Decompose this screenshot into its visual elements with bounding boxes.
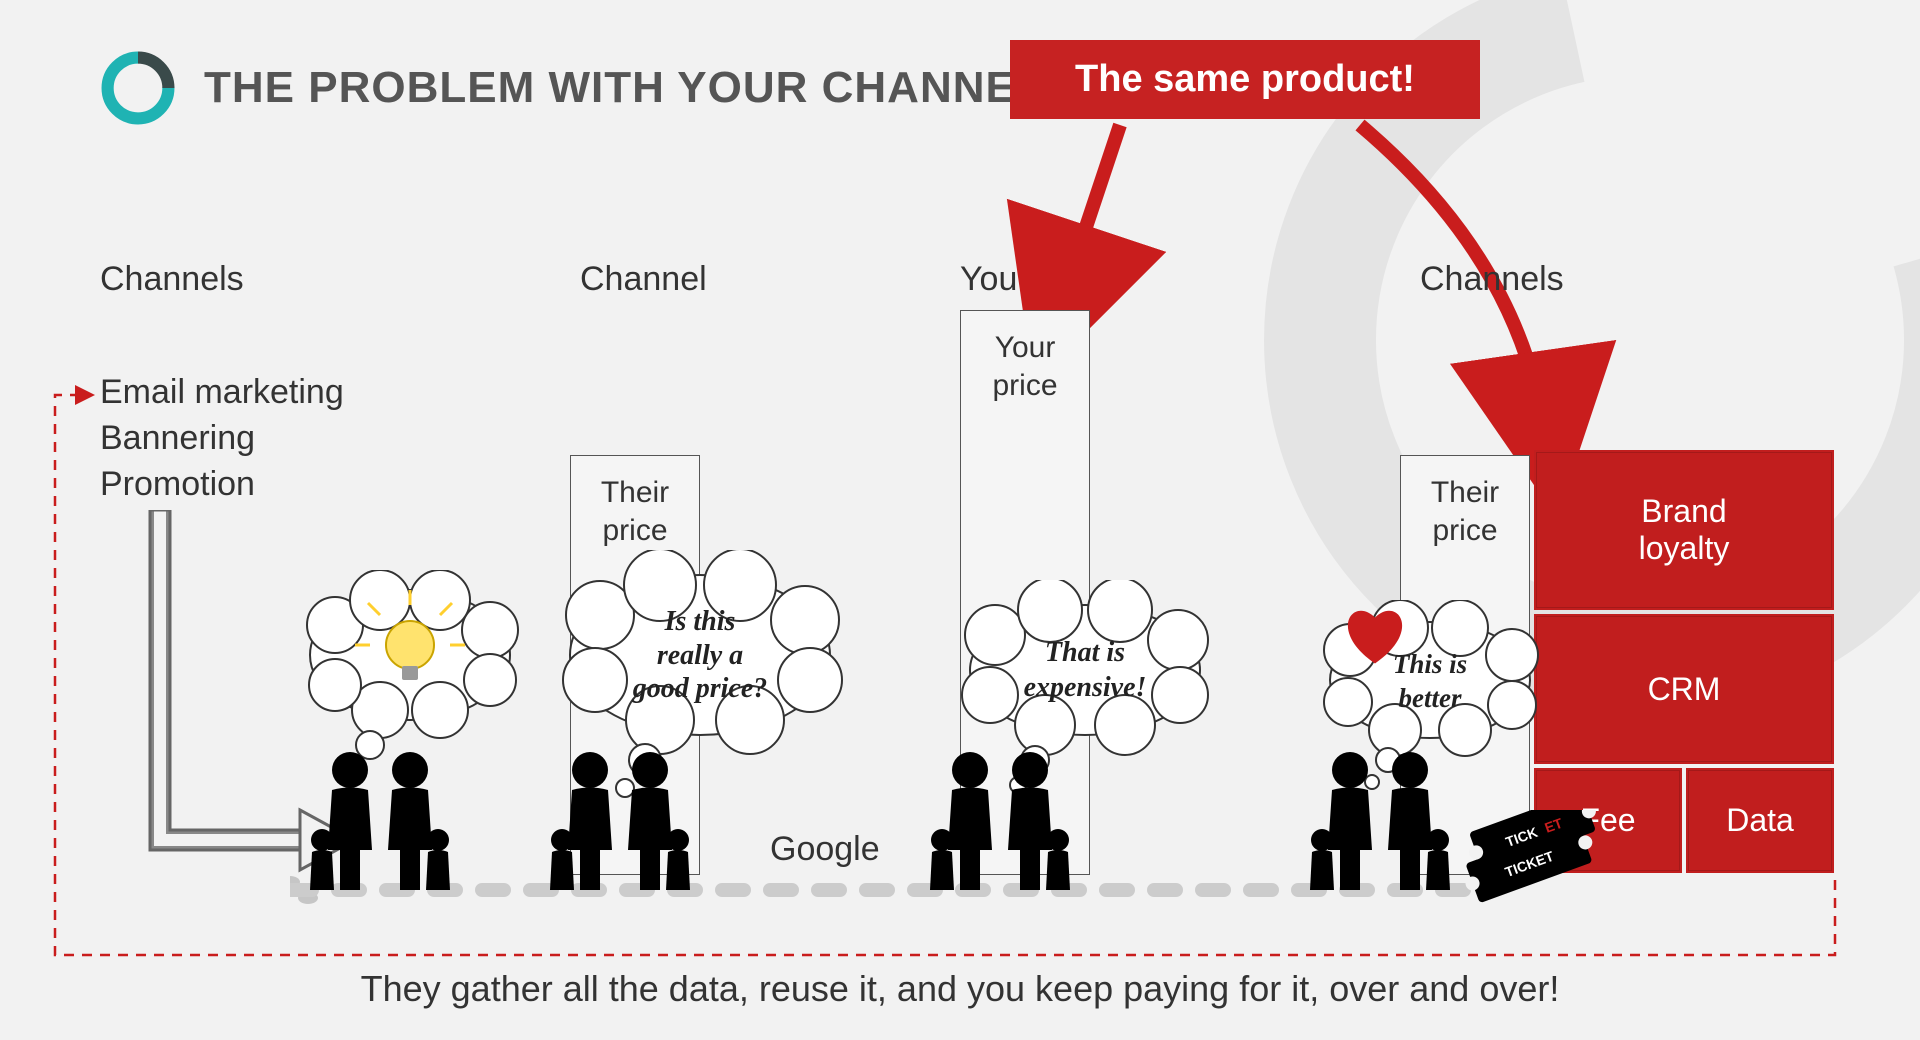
family-icon: [920, 740, 1080, 900]
logo-icon: [100, 50, 176, 126]
box-crm: CRM: [1534, 614, 1834, 764]
box-brand-loyalty: Brand loyalty: [1534, 450, 1834, 610]
thought-text: That is expensive!: [980, 635, 1190, 705]
channel-item: Email marketing: [100, 370, 344, 416]
col3-heading: You: [960, 260, 1017, 299]
col1-heading: Channels: [100, 260, 244, 299]
thought-text: Is this really a good price?: [590, 605, 810, 706]
col2-heading: Channel: [580, 260, 707, 299]
channel-item: Bannering: [100, 416, 344, 462]
footer-text: They gather all the data, reuse it, and …: [0, 968, 1920, 1010]
tickets-icon: TICKET TICK ET: [1460, 810, 1610, 920]
bar-label: Their price: [601, 476, 669, 547]
page-title: THE PROBLEM WITH YOUR CHANNELS: [204, 63, 1074, 113]
google-label: Google: [770, 830, 880, 869]
family-icon: [1300, 740, 1460, 900]
family-icon: [540, 740, 700, 900]
heart-icon: [1340, 600, 1410, 670]
bar-label: Your price: [992, 331, 1057, 402]
header: THE PROBLEM WITH YOUR CHANNELS: [100, 50, 1074, 126]
callout-same-product: The same product!: [1010, 40, 1480, 119]
callout-text: The same product!: [1075, 58, 1415, 100]
channel-list: Email marketing Bannering Promotion: [100, 370, 344, 508]
family-icon: [300, 740, 460, 900]
bar-label: Their price: [1431, 476, 1499, 547]
col4-heading: Channels: [1420, 260, 1564, 299]
channel-item: Promotion: [100, 462, 344, 508]
box-data: Data: [1686, 768, 1834, 873]
